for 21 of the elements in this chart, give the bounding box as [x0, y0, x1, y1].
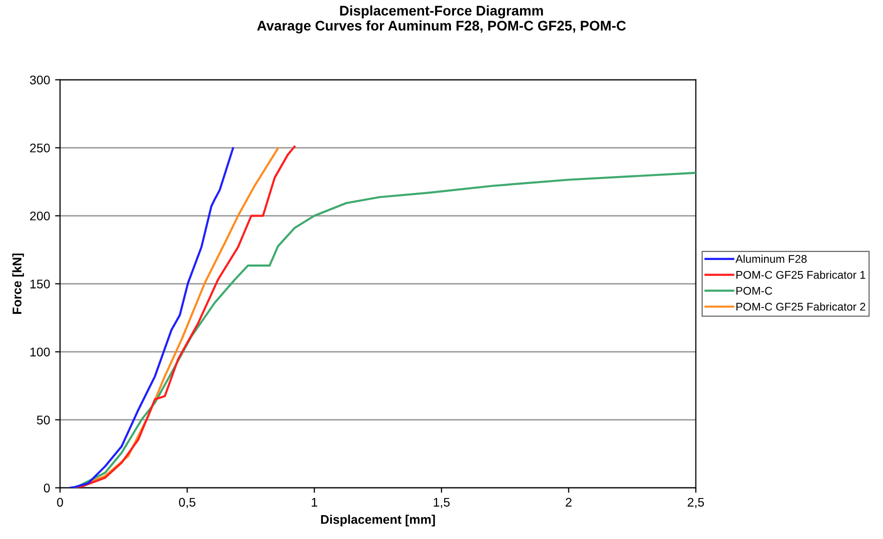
- y-axis-title: Force [kN]: [12, 254, 24, 314]
- legend-label: POM-C GF25 Fabricator 1: [736, 270, 866, 279]
- x-tick-label: 2: [566, 498, 572, 507]
- x-tick-label: 1: [312, 498, 318, 507]
- legend-label: Aluminum F28: [736, 254, 807, 263]
- x-tick-label: 1,5: [434, 498, 450, 508]
- y-tick-label: 250: [30, 144, 50, 152]
- y-tick-label: 200: [30, 212, 50, 220]
- legend-label: POM-C GF25 Fabricator 2: [736, 302, 866, 311]
- y-tick-label: 150: [30, 280, 50, 288]
- y-tick-label: 50: [36, 416, 50, 424]
- chart-title: Displacement-Force Diagramm Avarage Curves for Auminum F28, POM-C GF25, POM-C: [257, 5, 626, 34]
- line-series: [69, 147, 234, 488]
- y-tick-label: 100: [30, 348, 50, 356]
- legend-label: POM-C: [736, 286, 772, 295]
- x-tick-label: 0: [57, 498, 64, 507]
- x-axis-title: Displacement [mm]: [321, 514, 435, 526]
- y-tick-label: 0: [44, 484, 50, 492]
- x-tick-label: 0,5: [178, 498, 196, 508]
- y-tick-label: 300: [30, 76, 50, 84]
- x-tick-label: 2,5: [688, 498, 704, 508]
